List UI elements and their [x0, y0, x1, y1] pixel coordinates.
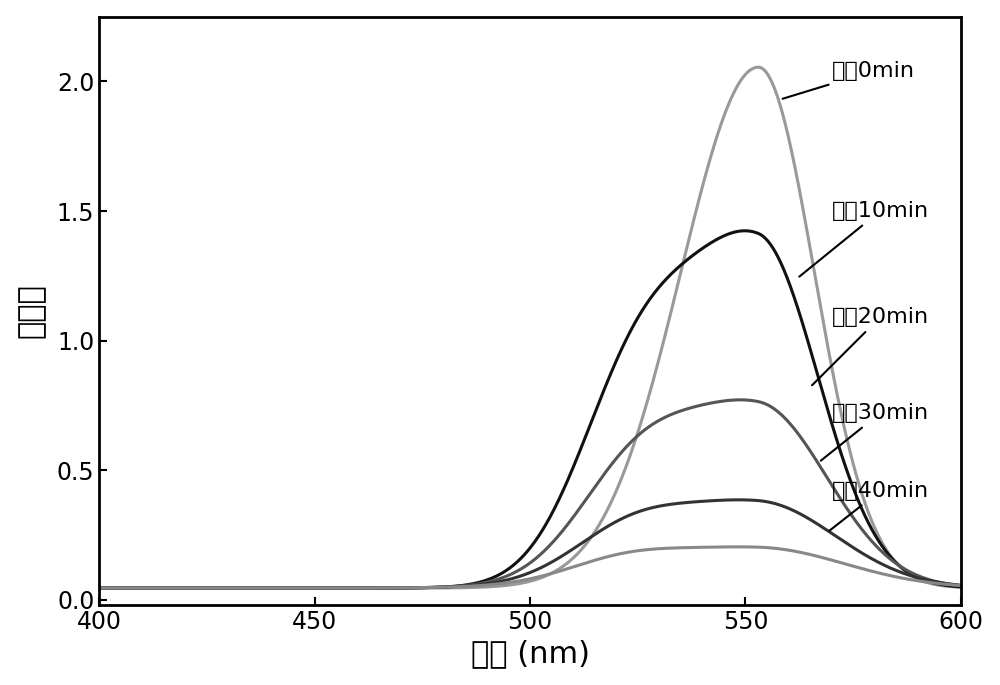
Text: 反剉30min: 反剉30min [821, 403, 929, 460]
Text: 反劔0min: 反劔0min [783, 61, 915, 99]
X-axis label: 波长 (nm): 波长 (nm) [471, 639, 590, 669]
Y-axis label: 吸光度: 吸光度 [17, 284, 46, 338]
Text: 反剉40min: 反剉40min [829, 481, 929, 531]
Text: 反剉10min: 反剉10min [799, 201, 929, 277]
Text: 反剉20min: 反剉20min [812, 308, 929, 385]
